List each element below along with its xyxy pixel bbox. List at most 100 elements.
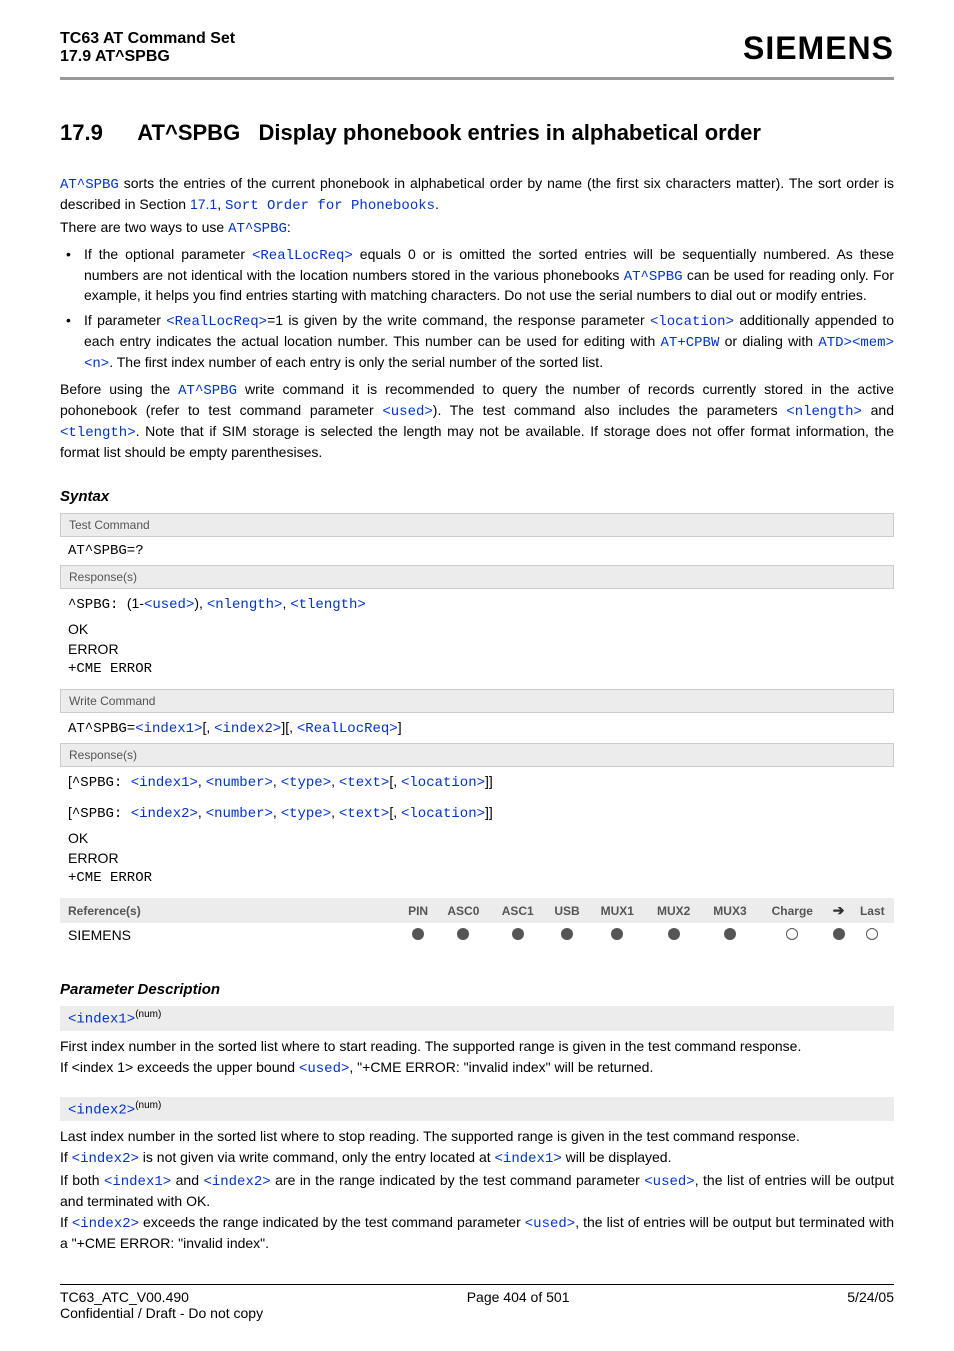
- cme-line: +CME ERROR: [60, 659, 894, 679]
- test-command-label: Test Command: [60, 513, 894, 537]
- param-link[interactable]: <RealLocReq>: [252, 248, 353, 264]
- col-asc1: ASC1: [491, 898, 545, 923]
- param-link[interactable]: <index1>: [495, 1151, 562, 1167]
- param-link[interactable]: <location>: [401, 775, 485, 791]
- param-desc-heading: Parameter Description: [60, 981, 894, 998]
- bullet-item: If the optional parameter <RealLocReq> e…: [60, 245, 894, 306]
- col-mux3: MUX3: [702, 898, 758, 923]
- cmd-link[interactable]: AT+CPBW: [661, 335, 720, 351]
- param-link[interactable]: <type>: [281, 806, 331, 822]
- footer-divider: [60, 1284, 894, 1285]
- col-arrow: ➔: [827, 898, 851, 923]
- section-number: 17.9: [60, 120, 132, 146]
- param-link[interactable]: <used>: [644, 1174, 694, 1190]
- siemens-logo: SIEMENS: [743, 30, 894, 67]
- param-link[interactable]: <tlength>: [290, 597, 366, 613]
- param-link[interactable]: <number>: [206, 775, 273, 791]
- intro-text: AT^SPBG sorts the entries of the current…: [60, 174, 894, 239]
- test-command-block: Test Command AT^SPBG=? Response(s) ^SPBG…: [60, 513, 894, 680]
- param-link[interactable]: <tlength>: [60, 425, 136, 441]
- doc-section: 17.9 AT^SPBG: [60, 48, 235, 66]
- footer-left: TC63_ATC_V00.490: [60, 1289, 189, 1305]
- param-link[interactable]: <index2>: [203, 1174, 270, 1190]
- param-link[interactable]: <text>: [339, 806, 389, 822]
- param-link[interactable]: <RealLocReq>: [297, 721, 398, 737]
- param-link[interactable]: <used>: [299, 1061, 349, 1077]
- param-link[interactable]: <nlength>: [786, 404, 862, 420]
- param-link[interactable]: <nlength>: [207, 597, 283, 613]
- col-mux2: MUX2: [645, 898, 701, 923]
- col-mux1: MUX1: [589, 898, 645, 923]
- dot-icon: [866, 928, 878, 940]
- ok-line: OK: [60, 828, 894, 848]
- param-link[interactable]: <index1>: [104, 1174, 171, 1190]
- dot-icon: [512, 928, 524, 940]
- dot-icon: [786, 928, 798, 940]
- param-link[interactable]: <type>: [281, 775, 331, 791]
- response-label: Response(s): [60, 565, 894, 589]
- dot-icon: [611, 928, 623, 940]
- col-asc0: ASC0: [436, 898, 490, 923]
- param-link[interactable]: <used>: [382, 404, 432, 420]
- section-title: Display phonebook entries in alphabetica…: [259, 120, 761, 145]
- footer-center: Page 404 of 501: [467, 1289, 570, 1305]
- error-line: ERROR: [60, 639, 894, 659]
- cmd-link[interactable]: AT^SPBG: [624, 269, 683, 285]
- cmd-link[interactable]: AT^SPBG: [60, 177, 119, 193]
- sort-order-link[interactable]: Sort Order for Phonebooks: [225, 198, 435, 214]
- param-link[interactable]: <index1>: [131, 775, 198, 791]
- footer-right: 5/24/05: [847, 1289, 894, 1305]
- response-label: Response(s): [60, 743, 894, 767]
- cmd-link[interactable]: AT^SPBG: [228, 221, 287, 237]
- page-footer: TC63_ATC_V00.490 Page 404 of 501 5/24/05…: [60, 1284, 894, 1321]
- param-link[interactable]: <index2>: [131, 806, 198, 822]
- section-link[interactable]: 17.1: [190, 196, 217, 212]
- param-index2-desc: Last index number in the sorted list whe…: [60, 1127, 894, 1252]
- test-response: ^SPBG: (1-<used>), <nlength>, <tlength>: [60, 589, 894, 619]
- reference-table: Reference(s) PIN ASC0 ASC1 USB MUX1 MUX2…: [60, 898, 894, 947]
- syntax-heading: Syntax: [60, 488, 894, 505]
- param-link[interactable]: <index2>: [214, 721, 281, 737]
- header-divider: [60, 77, 894, 80]
- write-response-1: [^SPBG: <index1>, <number>, <type>, <tex…: [60, 767, 894, 797]
- write-command-block: Write Command AT^SPBG=<index1>[, <index2…: [60, 689, 894, 888]
- write-command-label: Write Command: [60, 689, 894, 713]
- ref-siemens: SIEMENS: [60, 923, 400, 947]
- param-index2-name: <index2>(num): [60, 1097, 894, 1122]
- col-last: Last: [851, 898, 894, 923]
- write-response-2: [^SPBG: <index2>, <number>, <type>, <tex…: [60, 798, 894, 828]
- write-command: AT^SPBG=<index1>[, <index2>][, <RealLocR…: [60, 713, 894, 743]
- dot-icon: [833, 928, 845, 940]
- param-link[interactable]: <RealLocReq>: [166, 314, 267, 330]
- param-link[interactable]: <location>: [401, 806, 485, 822]
- param-link[interactable]: <used>: [144, 597, 194, 613]
- bullet-list: If the optional parameter <RealLocReq> e…: [60, 245, 894, 374]
- dot-icon: [724, 928, 736, 940]
- param-link[interactable]: <location>: [650, 314, 734, 330]
- cme-line: +CME ERROR: [60, 868, 894, 888]
- param-link[interactable]: <index1>: [135, 721, 202, 737]
- col-usb: USB: [545, 898, 589, 923]
- ok-line: OK: [60, 619, 894, 639]
- error-line: ERROR: [60, 848, 894, 868]
- param-link[interactable]: <text>: [339, 775, 389, 791]
- arrow-icon: ➔: [833, 902, 845, 918]
- bullet-item: If parameter <RealLocReq>=1 is given by …: [60, 311, 894, 374]
- section-cmd: AT^SPBG: [137, 120, 240, 145]
- param-link[interactable]: <used>: [525, 1216, 575, 1232]
- param-link[interactable]: <index2>: [72, 1216, 139, 1232]
- param-index1-desc: First index number in the sorted list wh…: [60, 1037, 894, 1079]
- para-after-bullets: Before using the AT^SPBG write command i…: [60, 380, 894, 462]
- dot-icon: [457, 928, 469, 940]
- param-link[interactable]: <number>: [206, 806, 273, 822]
- section-heading: 17.9 AT^SPBG Display phonebook entries i…: [60, 120, 894, 146]
- col-charge: Charge: [758, 898, 826, 923]
- param-link[interactable]: <index2>: [72, 1151, 139, 1167]
- test-command: AT^SPBG=?: [60, 537, 894, 565]
- reference-label: Reference(s): [60, 898, 400, 923]
- page-header: TC63 AT Command Set 17.9 AT^SPBG SIEMENS: [60, 30, 894, 67]
- param-index1-name: <index1>(num): [60, 1006, 894, 1031]
- doc-title: TC63 AT Command Set: [60, 30, 235, 48]
- dot-icon: [668, 928, 680, 940]
- cmd-link[interactable]: AT^SPBG: [178, 383, 237, 399]
